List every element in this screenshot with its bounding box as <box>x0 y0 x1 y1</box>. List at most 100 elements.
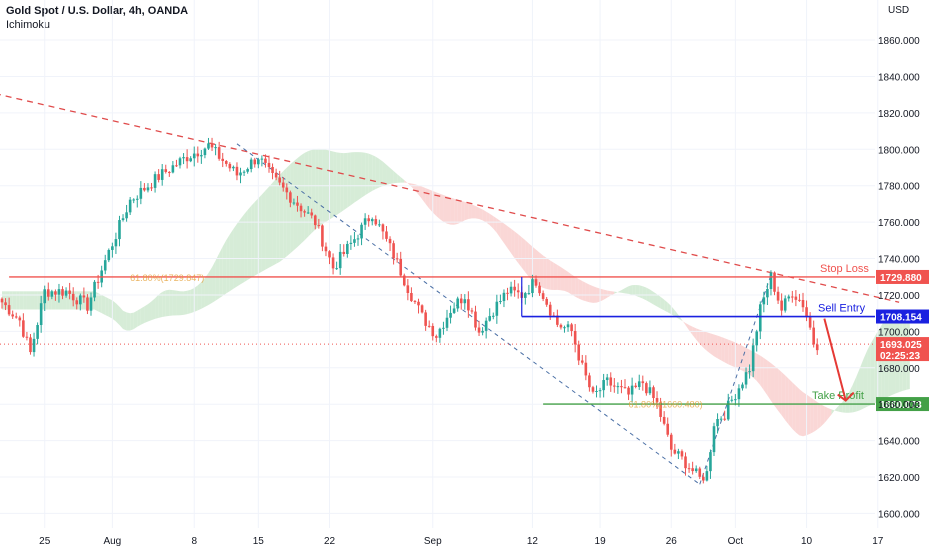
cloud-segment <box>568 271 572 295</box>
candle-body <box>616 386 620 388</box>
cloud-segment <box>461 200 465 223</box>
y-tick-label: 1700.000 <box>878 327 920 338</box>
candle-body <box>456 298 459 309</box>
cloud-segment <box>817 402 821 430</box>
candle-body <box>11 314 14 317</box>
candle-body <box>221 158 225 162</box>
cloud-segment <box>261 190 266 272</box>
candle-body <box>634 385 637 387</box>
candle-body <box>524 293 527 298</box>
candle-body <box>541 293 545 299</box>
cloud-segment <box>450 197 455 225</box>
cloud-segment <box>219 246 223 299</box>
candle-body <box>477 327 481 333</box>
cloud-segment <box>265 186 269 270</box>
candle-body <box>103 260 107 271</box>
cloud-segment <box>625 286 629 294</box>
cloud-segment <box>12 291 17 310</box>
cloud-segment <box>653 291 658 307</box>
candle-body <box>741 384 744 389</box>
candle-body <box>296 202 299 206</box>
level-label-stop-loss: Stop Loss <box>820 263 869 275</box>
cloud-segment <box>657 294 661 309</box>
candle-body <box>271 166 274 173</box>
cloud-segment <box>464 201 469 221</box>
cloud-segment <box>397 174 401 183</box>
candle-body <box>516 290 520 293</box>
cloud-segment <box>379 159 383 188</box>
candle-body <box>435 336 438 338</box>
cloud-segment <box>308 149 312 237</box>
projection-arrow <box>823 318 847 401</box>
candle-body <box>385 231 388 239</box>
cloud-segment <box>432 190 437 217</box>
candle-body <box>694 468 698 472</box>
cloud-segment <box>763 357 768 396</box>
cloud-segment <box>229 229 234 292</box>
cloud-segment <box>404 180 408 184</box>
candle-body <box>278 177 281 183</box>
x-tick-label: 17 <box>872 536 884 547</box>
candle-body <box>367 218 370 222</box>
x-axis: 25 Aug 8 15 22 Sep 12 19 26 Oct 10 17 <box>39 536 884 547</box>
candle-body <box>214 147 217 149</box>
cloud-segment <box>144 304 148 323</box>
candle-body <box>200 155 203 157</box>
candle-body <box>160 169 164 180</box>
candle-body <box>29 337 32 353</box>
cloud-segment <box>760 355 764 391</box>
y-tick-label: 1860.000 <box>878 36 920 47</box>
cloud-segment <box>849 384 853 413</box>
candle-body <box>143 187 146 191</box>
candle-body <box>716 419 719 427</box>
candle-body <box>794 296 798 300</box>
cloud-segment <box>664 299 668 313</box>
cloud-segment <box>863 350 868 409</box>
cloud-segment <box>511 228 515 259</box>
cloud-segment <box>315 148 319 230</box>
cloud-segment <box>137 308 141 327</box>
cloud-segment <box>486 211 490 226</box>
candle-body <box>730 399 734 401</box>
candle-body <box>64 290 68 296</box>
cloud-segment <box>390 167 394 184</box>
candle-body <box>178 158 182 166</box>
cloud-segment <box>489 213 494 229</box>
grid <box>0 0 879 528</box>
candle-body <box>321 225 324 247</box>
cloud-segment <box>820 404 825 427</box>
candle-body <box>153 174 157 188</box>
candle-body <box>317 225 321 227</box>
candle-body <box>54 291 57 295</box>
drawings <box>0 94 900 485</box>
cloud-segment <box>867 343 871 407</box>
cloud-segment <box>447 196 451 225</box>
candle-body <box>645 383 648 394</box>
candle-body <box>338 251 342 269</box>
candle-body <box>157 174 160 180</box>
candle-body <box>249 159 253 170</box>
cloud-segment <box>649 289 654 305</box>
candle-body <box>217 147 221 159</box>
candle-body <box>399 258 403 276</box>
candle-body <box>328 251 331 258</box>
cloud-segment <box>721 336 725 363</box>
cloud-segment <box>311 149 316 233</box>
cloud-segment <box>564 269 569 293</box>
cloud-segment <box>254 198 259 276</box>
candle-body <box>410 292 413 302</box>
candle-body <box>32 338 36 353</box>
candle-body <box>210 143 214 148</box>
candle-body <box>669 434 673 450</box>
cloud-segment <box>162 290 166 318</box>
cloud-segment <box>197 282 202 311</box>
cloud-segment <box>158 292 163 318</box>
cloud-segment <box>318 148 323 227</box>
cloud-segment <box>532 246 536 284</box>
cloud-segment <box>642 286 647 301</box>
candle-body <box>719 418 723 420</box>
y-tick-label: 1780.000 <box>878 182 920 193</box>
descending-trendline <box>0 94 900 303</box>
